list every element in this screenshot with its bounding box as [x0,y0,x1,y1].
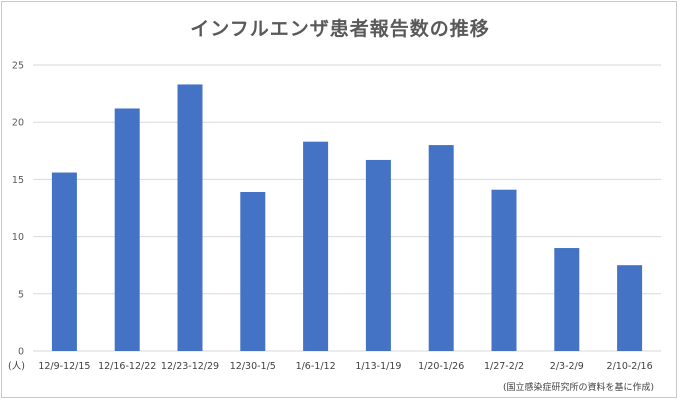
y-tick-label: 25 [12,61,24,72]
x-category-label: 12/16-12/22 [98,361,156,372]
x-category-label: 12/23-12/29 [161,361,219,372]
x-category-label: 2/10-2/16 [607,361,653,372]
y-tick-label: 20 [12,118,24,129]
y-tick-label: 10 [12,232,24,243]
bar [617,265,643,351]
bar [365,159,391,351]
bar [491,189,517,351]
y-tick-label: 0 [18,347,24,358]
y-tick-label: 15 [12,175,24,186]
bars [51,84,643,351]
bar [554,248,580,351]
y-axis-tick-labels: 0 5 10 15 20 25 [12,61,24,358]
x-category-label: 2/3-2/9 [550,361,584,372]
chart-title: インフルエンザ患者報告数の推移 [190,18,490,40]
bar [428,145,454,351]
bar [51,172,77,351]
x-category-label: 12/9-12/15 [38,361,90,372]
bar [240,191,266,351]
x-axis-category-labels: 12/9-12/15 12/16-12/22 12/23-12/29 12/30-1/… [38,361,652,372]
source-note: (国立感染症研究所の資料を基に作成) [502,383,654,393]
y-tick-label: 5 [18,289,24,300]
x-category-label: 1/27-2/2 [484,361,524,372]
bar [303,141,329,351]
bar [177,84,203,351]
y-axis-unit-label: (人) [8,361,25,372]
x-category-label: 1/13-1/19 [355,361,401,372]
x-category-label: 1/20-1/26 [418,361,464,372]
x-category-label: 1/6-1/12 [296,361,336,372]
bar [114,108,140,351]
x-category-label: 12/30-1/5 [230,361,276,372]
